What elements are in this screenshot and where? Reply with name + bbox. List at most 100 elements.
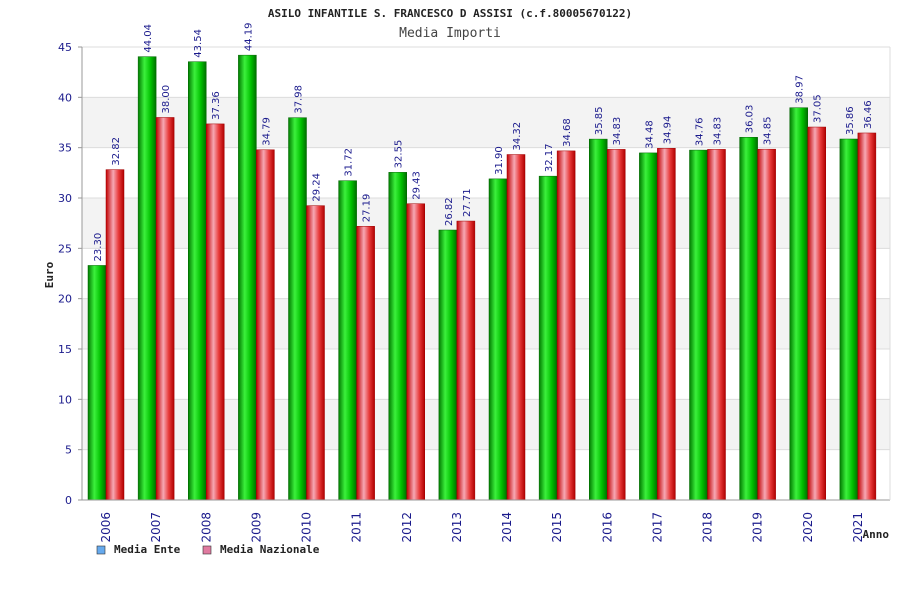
y-tick-label: 45 (58, 41, 72, 54)
bar-media-nazionale (456, 220, 476, 501)
y-tick-label: 25 (58, 242, 72, 255)
x-tick-label: 2020 (801, 512, 815, 543)
value-label: 32.55 (394, 140, 405, 169)
value-label: 37.05 (813, 94, 824, 123)
y-tick-label: 10 (58, 393, 72, 406)
value-label: 34.32 (512, 122, 523, 151)
legend: Media Ente Media Nazionale (96, 543, 320, 556)
y-tick-label: 40 (58, 91, 72, 104)
value-label: 36.03 (745, 105, 756, 134)
bar-media-nazionale (506, 154, 526, 501)
value-label: 23.30 (93, 233, 104, 262)
x-tick-label: 2012 (400, 512, 414, 543)
x-axis-label: Anno (863, 528, 890, 541)
value-label: 34.68 (562, 118, 573, 147)
x-tick-label: 2016 (600, 512, 614, 543)
value-label: 34.83 (713, 117, 724, 146)
x-tick-label: 2017 (650, 512, 664, 543)
x-tick-label: 2018 (701, 512, 715, 543)
x-tick-label: 2010 (300, 512, 314, 543)
y-tick-label: 0 (65, 494, 72, 507)
legend-swatch-media-ente (96, 545, 106, 555)
value-label: 37.98 (294, 85, 305, 114)
value-label: 27.19 (362, 194, 373, 223)
value-label: 34.94 (662, 116, 673, 145)
bar-media-nazionale (256, 149, 275, 501)
y-tick-label: 35 (58, 142, 72, 155)
value-label: 34.76 (695, 117, 706, 146)
value-label: 35.85 (594, 106, 605, 135)
bar-media-ente (839, 138, 859, 501)
bar-media-ente (338, 180, 357, 501)
x-tick-label: 2021 (851, 512, 865, 543)
x-tick-label: 2009 (249, 512, 263, 543)
bar-media-ente (87, 265, 107, 501)
bar-media-ente (589, 138, 608, 501)
value-label: 29.43 (412, 171, 423, 200)
x-tick-label: 2011 (350, 512, 364, 543)
x-tick-label: 2013 (450, 512, 464, 543)
value-label: 44.04 (143, 24, 154, 53)
bar-media-nazionale (105, 169, 125, 501)
value-label: 38.00 (161, 85, 172, 114)
y-tick-labels: 0 5 10 15 20 25 30 35 40 45 (58, 41, 72, 507)
bar-media-ente (739, 137, 758, 501)
legend-label-media-nazionale: Media Nazionale (220, 543, 320, 556)
bar-media-nazionale (556, 150, 576, 501)
bar-media-ente (689, 149, 708, 501)
bar-media-nazionale (155, 117, 175, 501)
x-tick-label: 2019 (751, 512, 765, 543)
value-labels: 23.30 32.82 44.04 38.00 43.54 37.36 44.19 34.79… (93, 23, 874, 262)
bar-media-ente (288, 117, 307, 501)
value-label: 31.90 (494, 146, 505, 175)
value-label: 34.83 (612, 117, 623, 146)
value-label: 26.82 (444, 197, 455, 226)
value-label: 34.48 (644, 120, 655, 149)
chart-subtitle: Media Importi (399, 26, 501, 41)
bar-media-ente (488, 178, 508, 501)
value-label: 29.24 (312, 173, 323, 202)
y-axis-label: Euro (43, 261, 56, 288)
value-label: 31.72 (344, 148, 355, 177)
bar-media-ente (538, 175, 558, 501)
x-tick-label: 2008 (199, 512, 213, 543)
bar-media-nazionale (857, 132, 877, 501)
x-tick-label: 2007 (149, 512, 163, 543)
bar-media-nazionale (657, 148, 676, 501)
bar-media-ente (388, 172, 407, 501)
value-label: 37.36 (211, 91, 222, 120)
value-label: 32.82 (111, 137, 122, 166)
bar-media-nazionale (306, 205, 325, 501)
bar-media-ente (438, 229, 458, 501)
value-label: 35.86 (845, 106, 856, 135)
x-tick-label: 2015 (550, 512, 564, 543)
bar-media-nazionale (707, 149, 726, 501)
bar-media-ente (238, 54, 257, 501)
bar-media-ente (188, 61, 207, 501)
axes (78, 46, 891, 501)
legend-label-media-ente: Media Ente (114, 543, 181, 556)
bar-media-nazionale (757, 148, 776, 501)
value-label: 38.97 (795, 75, 806, 104)
value-label: 36.46 (863, 100, 874, 129)
chart-title: ASILO INFANTILE S. FRANCESCO D ASSISI (c… (268, 7, 632, 20)
y-tick-label: 20 (58, 293, 72, 306)
value-label: 27.71 (462, 188, 473, 217)
y-tick-label: 5 (65, 444, 72, 457)
bar-media-nazionale (356, 226, 375, 501)
x-tick-label: 2014 (500, 512, 514, 543)
x-tick-label: 2006 (99, 512, 113, 543)
x-tick-labels: 2006 2007 2008 2009 2010 2011 2012 2013 2014 2015… (99, 512, 865, 543)
legend-swatch-media-nazionale (202, 545, 212, 555)
y-tick-label: 30 (58, 192, 72, 205)
bar-media-ente (789, 107, 808, 501)
y-tick-label: 15 (58, 343, 72, 356)
bar-media-nazionale (406, 203, 425, 501)
value-label: 34.85 (763, 117, 774, 146)
value-label: 32.17 (544, 144, 555, 173)
bar-media-nazionale (807, 126, 826, 501)
bar-media-ente (639, 152, 658, 501)
value-label: 43.54 (193, 29, 204, 58)
bars (87, 54, 877, 501)
